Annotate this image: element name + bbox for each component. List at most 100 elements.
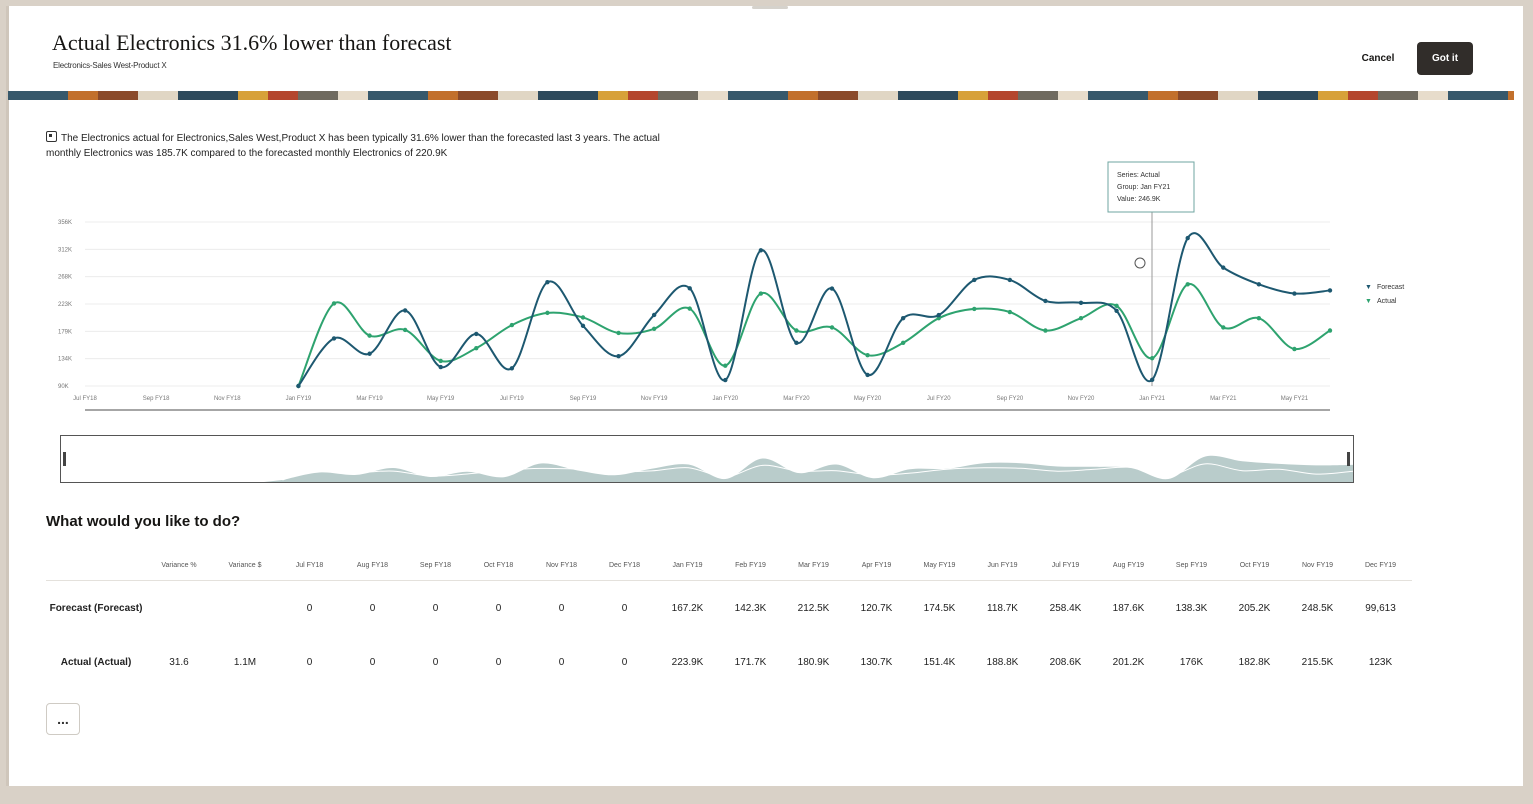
overview-right-handle[interactable]: [1347, 452, 1350, 466]
data-point-forecast: [687, 286, 692, 291]
data-point-actual: [580, 315, 586, 320]
legend-forecast-marker: ▼: [1365, 284, 1372, 291]
table-row: Forecast (Forecast) 0 0 0 0 0 0 167.2K 142.3K 212…: [46, 581, 1412, 636]
data-point-actual: [1221, 325, 1226, 330]
y-tick-label: 356K: [58, 220, 72, 226]
data-point-actual: [402, 327, 408, 333]
x-tick-label: Mar FY19: [356, 396, 383, 402]
data-point-actual: [474, 345, 479, 351]
table-cell: 0: [621, 656, 628, 668]
data-point-forecast: [651, 312, 657, 318]
x-tick-label: May FY19: [427, 396, 455, 402]
data-point-forecast: [1149, 377, 1155, 383]
data-point-forecast: [367, 351, 372, 356]
got-it-button[interactable]: Got it: [1417, 42, 1473, 75]
table-cell: 0: [558, 656, 565, 668]
y-tick-label: 223K: [58, 302, 72, 308]
table-cell: 0: [558, 602, 565, 614]
table-cell: 0: [306, 602, 313, 614]
y-tick-label: 179K: [58, 329, 72, 335]
table-cell: 167.2K: [671, 602, 704, 614]
table-cell: 0: [432, 602, 439, 614]
table-cell: 0: [369, 656, 376, 668]
x-tick-label: Mar FY21: [1210, 396, 1237, 402]
table-cell: 0: [495, 602, 502, 614]
x-tick-label: May FY20: [854, 396, 882, 402]
data-point-forecast: [509, 366, 515, 371]
data-point-forecast: [758, 248, 764, 253]
column-header: May FY19: [908, 550, 971, 581]
data-point-forecast: [829, 286, 835, 291]
table-cell: 201.2K: [1112, 656, 1145, 668]
table-body: Forecast (Forecast) 0 0 0 0 0 0 167.2K 142.3K 212…: [46, 581, 1412, 690]
column-header: Oct FY18: [467, 550, 530, 581]
data-point-forecast: [616, 354, 621, 359]
data-point-forecast: [545, 279, 550, 285]
column-header: Jun FY19: [971, 550, 1034, 581]
data-point-forecast: [1221, 265, 1226, 270]
data-point-forecast: [794, 340, 799, 346]
data-point-forecast: [1292, 291, 1297, 296]
chart-tooltip: Series: Actual Group: Jan FY21 Value: 24…: [1107, 161, 1195, 213]
data-point-actual: [865, 352, 870, 358]
table-cell: 120.7K: [860, 602, 893, 614]
y-axis-labels: 90K 134K 179K 223K 268K 312K 356K: [58, 220, 72, 390]
y-tick-label: 134K: [58, 357, 72, 363]
x-tick-label: Jul FY19: [500, 396, 524, 402]
table-cell: 171.7K: [734, 656, 767, 668]
x-tick-label: Jul FY18: [73, 396, 97, 402]
data-point-actual: [723, 363, 728, 368]
table-cell: 0: [432, 656, 439, 668]
x-tick-label: Sep FY18: [143, 396, 170, 402]
data-point-forecast: [1185, 235, 1190, 241]
y-tick-label: 268K: [58, 275, 72, 281]
insight-icon: [46, 131, 57, 142]
data-point-actual: [1292, 346, 1297, 352]
data-point-actual: [1043, 328, 1048, 333]
data-point-actual: [1256, 315, 1262, 321]
data-point-forecast: [438, 364, 443, 370]
overview-left-handle[interactable]: [63, 452, 66, 466]
chart-overview-window[interactable]: [60, 435, 1354, 483]
data-point-forecast: [296, 383, 301, 389]
data-point-actual: [331, 301, 337, 306]
cancel-button[interactable]: Cancel: [1345, 42, 1411, 74]
data-point-actual: [1114, 303, 1119, 309]
column-header: Sep FY19: [1160, 550, 1223, 581]
table-cell: 212.5K: [797, 602, 830, 614]
overview-actual-line: [282, 463, 1353, 481]
data-point-actual: [1007, 309, 1013, 315]
tooltip-series: Series: Actual: [1117, 172, 1160, 179]
insight-dialog: [6, 6, 1523, 786]
table-cell: 151.4K: [923, 656, 956, 668]
table-cell: 1.1M: [233, 656, 257, 668]
x-tick-label: May FY21: [1281, 396, 1309, 402]
drag-handle[interactable]: [752, 6, 788, 9]
decorative-banner: [8, 91, 1514, 100]
mouse-cursor-icon: [1134, 257, 1146, 269]
line-chart[interactable]: 90K 134K 179K 223K 268K 312K 356K Jul FY18 Sep …: [0, 0, 1533, 430]
table-cell: 0: [306, 656, 313, 668]
data-point-forecast: [1327, 288, 1333, 293]
data-point-forecast: [723, 377, 728, 383]
column-header: Variance $: [212, 550, 278, 581]
table-cell: 248.5K: [1301, 602, 1334, 614]
data-point-actual: [936, 315, 941, 321]
x-axis-labels: Jul FY18 Sep FY18 Nov FY18 Jan FY19 Mar FY19…: [73, 396, 1309, 402]
x-tick-label: Mar FY20: [783, 396, 810, 402]
table-cell: [146, 581, 212, 636]
table-cell: 31.6: [169, 656, 189, 668]
column-header: Oct FY19: [1223, 550, 1286, 581]
data-point-forecast: [580, 323, 586, 329]
data-point-forecast: [1256, 282, 1262, 287]
table-header-row: Variance % Variance $ Jul FY18 Aug FY18 Sep …: [46, 550, 1412, 581]
more-options-button[interactable]: ...: [46, 703, 80, 735]
chart-legend[interactable]: ▼ Forecast ▼ Actual: [1365, 284, 1404, 305]
column-header: Jul FY18: [278, 550, 341, 581]
y-tick-label: 312K: [58, 247, 72, 253]
table-cell: 208.6K: [1049, 656, 1082, 668]
table-cell: 182.8K: [1238, 656, 1271, 668]
data-point-actual: [616, 330, 621, 336]
table-cell: 142.3K: [734, 602, 767, 614]
x-tick-label: Sep FY20: [997, 396, 1024, 402]
